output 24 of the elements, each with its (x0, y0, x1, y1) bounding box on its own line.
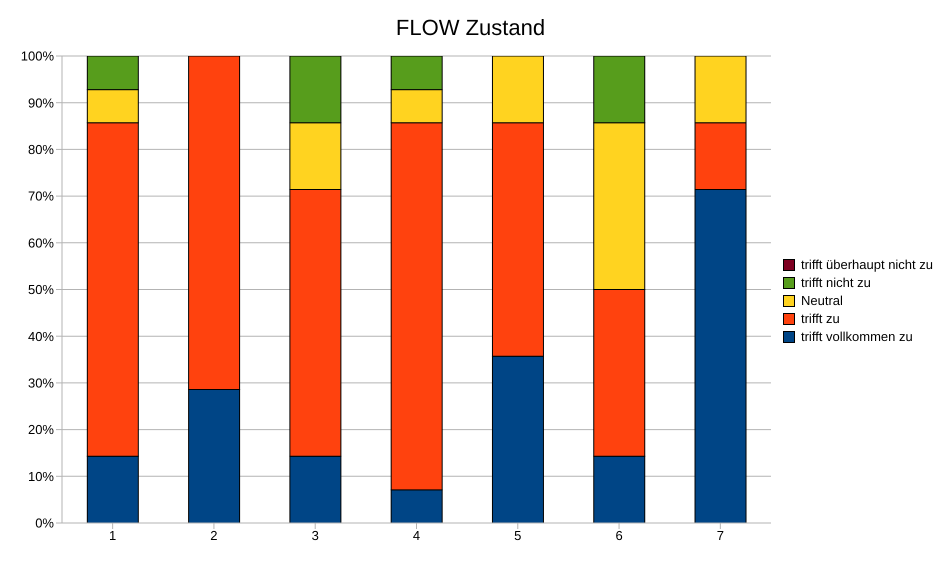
y-tick-label: 70% (28, 188, 54, 204)
legend-label: trifft nicht zu (800, 275, 871, 290)
legend-label: trifft überhaupt nicht zu (800, 257, 933, 272)
x-tick-label: 2 (210, 528, 218, 544)
x-tick-label: 5 (514, 528, 522, 544)
y-tick-label: 10% (28, 468, 54, 484)
x-tick-label: 7 (716, 528, 724, 544)
y-tick-label: 20% (28, 422, 54, 438)
y-tick-label: 40% (28, 328, 54, 344)
y-tick-label: 60% (28, 235, 54, 250)
y-tick-label: 0% (35, 516, 54, 531)
y-tick-label: 100% (20, 48, 54, 64)
y-tick-label: 80% (28, 142, 54, 158)
y-tick-label: 90% (28, 95, 54, 110)
x-tick-label: 3 (312, 528, 319, 544)
chart-title: FLOW Zustand (394, 14, 546, 42)
x-tick-label: 6 (615, 528, 623, 544)
x-tick-label: 4 (412, 528, 420, 544)
legend-label: trifft vollkommen zu (800, 329, 913, 344)
legend-label: trifft zu (800, 311, 840, 326)
y-tick-label: 30% (28, 376, 54, 391)
x-tick-label: 1 (109, 528, 116, 544)
y-tick-label: 50% (28, 282, 54, 298)
legend-label: Neutral (800, 293, 843, 308)
